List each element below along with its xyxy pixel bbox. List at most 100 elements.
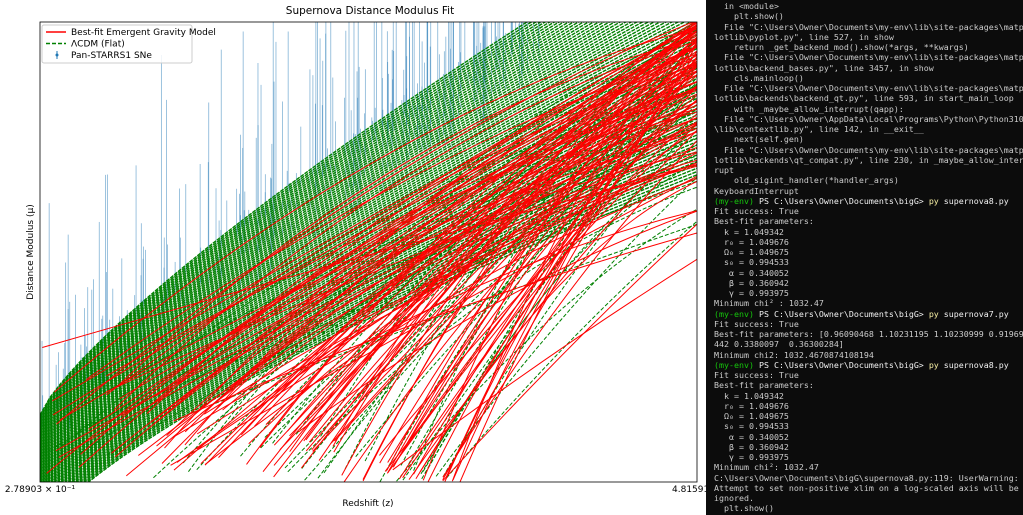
model-curve [408,129,697,480]
green-band [40,22,561,426]
green-band [40,22,633,447]
model-curve [279,36,697,451]
green-band [40,34,697,470]
terminal-line: File "C:\Users\Owner\Documents\my-env\li… [714,83,1023,93]
model-curve [78,24,697,468]
green-band [40,22,628,446]
terminal-text: PS C:\Users\Owner\Documents\bigG> [753,195,929,206]
terminal-line: Minimum chi² : 1032.47 [714,298,824,309]
green-band [40,22,601,438]
green-band [40,22,668,456]
terminal-line: r₀ = 1.049676 [714,400,789,411]
green-band [40,64,697,482]
green-band [40,22,538,419]
model-curve [111,46,697,454]
model-curve [176,121,697,463]
green-band [67,140,697,482]
legend-label: Pan-STARRS1 SNe [71,51,152,61]
legend-label: ΛCDM (Flat) [71,40,125,50]
terminal-line: s₀ = 0.994533 [714,257,789,268]
model-curve [333,29,697,453]
terminal-line: Minimum chi²: 1032.47 [714,462,819,473]
legend: Best-fit Emergent Gravity Model ΛCDM (Fla… [41,24,216,64]
model-curve [170,175,697,466]
terminal-line: β = 0.360942 [714,277,789,288]
model-curve [311,75,697,451]
model-curve [240,87,697,436]
terminal-line: C:\Users\Owner\Documents\bigG\supernova8… [714,472,1019,483]
green-band [40,22,551,423]
legend-box [41,24,193,64]
model-curve [248,159,697,418]
terminal-line: 442 0.3380097 0.36300284] [714,339,844,350]
green-band [40,22,622,444]
model-curve [106,146,697,393]
model-curve [400,37,697,466]
model-curve [153,109,697,479]
model-curve [246,70,697,465]
green-band [40,22,674,458]
green-band [68,144,697,482]
terminal-line: cls.mainloop() [714,72,804,83]
terminal-line: γ = 0.993975 [714,452,789,462]
model-curve [420,143,697,475]
x-tick-label: 2.78903 × 10⁻¹ [5,485,76,495]
green-band [40,22,596,437]
model-curve [222,104,697,411]
model-curve [106,108,697,456]
terminal-line: Attempt to set non-positive xlim on a lo… [714,482,1019,493]
green-band [40,31,697,468]
green-band [40,22,585,434]
terminal-line: r₀ = 1.049676 [714,236,789,247]
green-band [40,22,686,461]
model-curve [446,220,697,479]
green-band [40,22,547,422]
model-curve [427,130,697,482]
terminal-line: File "C:\Users\Owner\Documents\my-env\li… [714,21,1023,32]
terminal-line: Fit success: True [714,206,799,216]
green-band [85,174,697,482]
green-band [40,22,556,425]
terminal-text: PS C:\Users\Owner\Documents\bigG> [753,308,929,319]
terminal-line: rupt [714,165,734,175]
terminal-line: lotlib\backends\qt_compat.py", line 230,… [714,154,1023,165]
green-band [40,44,697,474]
terminal-text: supernova8.py [938,195,1009,206]
green-band [40,22,570,429]
green-band [40,22,680,459]
terminal-line: old_sigint_handler(*handler_args) [714,175,899,186]
terminal-text: (my-env) [714,359,754,370]
green-band [72,150,697,482]
green-band [49,100,697,482]
terminal-prompt: (my-env) PS C:\Users\Owner\Documents\big… [714,196,1023,206]
model-curve [46,89,697,474]
model-curve [113,40,697,411]
model-curve [161,45,697,464]
terminal-line: ignored. [714,493,754,503]
model-curve [451,40,697,482]
terminal-line: k = 1.049342 [714,226,784,237]
green-band [64,134,697,482]
model-curve [106,81,697,377]
model-curve [301,36,697,469]
model-curve [248,163,697,445]
terminal-line: Ω₀ = 1.049675 [714,411,789,421]
terminal-line: β = 0.360942 [714,441,789,452]
terminal-text: supernova7.py [938,308,1009,319]
green-band [40,22,529,416]
terminal-line: γ = 0.993975 [714,288,789,298]
terminal-text: py [928,195,939,206]
terminal-text: supernova8.py [938,359,1009,370]
model-curve [308,65,697,443]
model-curve [330,44,697,444]
terminal-line: Best-fit parameters: [0.96090468 1.10231… [714,329,1023,339]
model-curve [204,41,697,412]
model-curve [301,75,697,469]
plot-lines [40,22,697,482]
terminal-line: Ω₀ = 1.049675 [714,247,789,257]
terminal-line: lotlib\backend_bases.py", line 3457, in … [714,62,934,73]
model-curve [88,22,696,430]
green-band [40,22,656,453]
green-band [40,22,697,464]
green-band [61,127,697,482]
